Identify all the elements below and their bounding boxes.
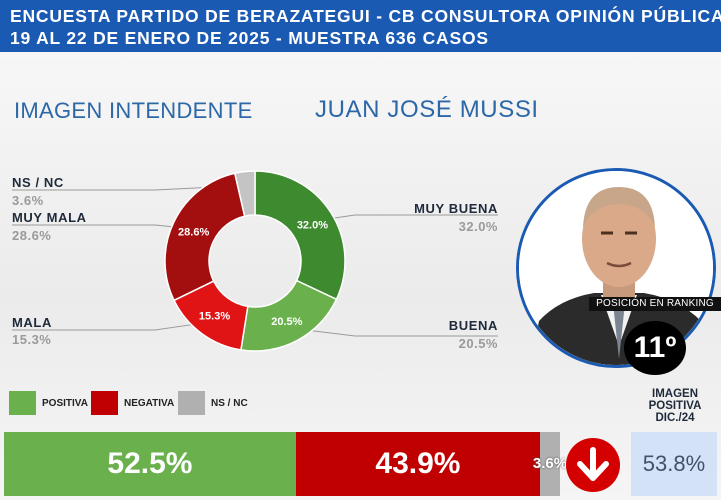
label-muy-mala-value: 28.6%	[12, 228, 52, 243]
summary-bar-negativa: 43.9%	[295, 432, 540, 496]
legend-negativa: NEGATIVA	[91, 391, 174, 415]
summary-bar-ns-nc	[539, 432, 560, 496]
slice-value-labels: 32.0% 20.5% 15.3% 28.6%	[178, 220, 328, 329]
header-banner: ENCUESTA PARTIDO DE BERAZATEGUI - CB CON…	[0, 0, 721, 52]
slice-value-label: 15.3%	[199, 311, 230, 323]
header-title: ENCUESTA PARTIDO DE BERAZATEGUI - CB CON…	[10, 6, 721, 26]
summary-bar-positiva: 52.5%	[4, 432, 296, 496]
label-buena-value: 20.5%	[458, 336, 498, 351]
legend-ns-nc: NS / NC	[178, 391, 248, 415]
label-mala-value: 15.3%	[12, 332, 52, 347]
summary-ns-nc-label: 3.6%	[532, 455, 568, 472]
label-muy-buena-value: 32.0%	[458, 219, 498, 234]
previous-image-title: IMAGEN POSITIVA DIC./24	[648, 388, 702, 424]
down-arrow-icon	[566, 438, 620, 492]
label-ns-nc-value: 3.6%	[12, 193, 44, 208]
person-photo	[516, 168, 716, 368]
donut-slice-muy-buena	[254, 170, 346, 301]
label-buena-name: BUENA	[448, 318, 498, 333]
donut-slice-muy-mala	[164, 172, 246, 302]
legend-swatch	[91, 391, 118, 415]
slice-value-label: 28.6%	[178, 227, 209, 239]
ranking-label: POSICIÓN EN RANKING	[589, 297, 721, 311]
legend-label: NEGATIVA	[124, 397, 175, 409]
legend-label: POSITIVA	[42, 397, 88, 409]
donut-slice-ns-nc	[233, 170, 256, 218]
label-mala-name: MALA	[12, 315, 52, 330]
label-muy-mala-name: MUY MALA	[12, 210, 87, 225]
donut-slices	[164, 170, 346, 352]
label-muy-buena-name: MUY BUENA	[414, 201, 498, 216]
header-subtitle: 19 AL 22 DE ENERO DE 2025 - MUESTRA 636 …	[10, 28, 489, 48]
section-title: IMAGEN INTENDENTE	[14, 98, 253, 123]
label-ns-nc-name: NS / NC	[12, 175, 64, 190]
ranking-badge: 11º	[624, 321, 686, 375]
legend-positiva: POSITIVA	[9, 391, 88, 415]
slice-value-label: 32.0%	[297, 220, 328, 232]
legend-label: NS / NC	[211, 397, 248, 409]
slice-value-label: 20.5%	[271, 316, 302, 328]
previous-image-value: 53.8%	[631, 432, 717, 496]
person-name: JUAN JOSÉ MUSSI	[315, 96, 539, 123]
donut-chart: 32.0% 20.5% 15.3% 28.6%	[12, 170, 498, 352]
legend-swatch	[9, 391, 36, 415]
legend-swatch	[178, 391, 205, 415]
